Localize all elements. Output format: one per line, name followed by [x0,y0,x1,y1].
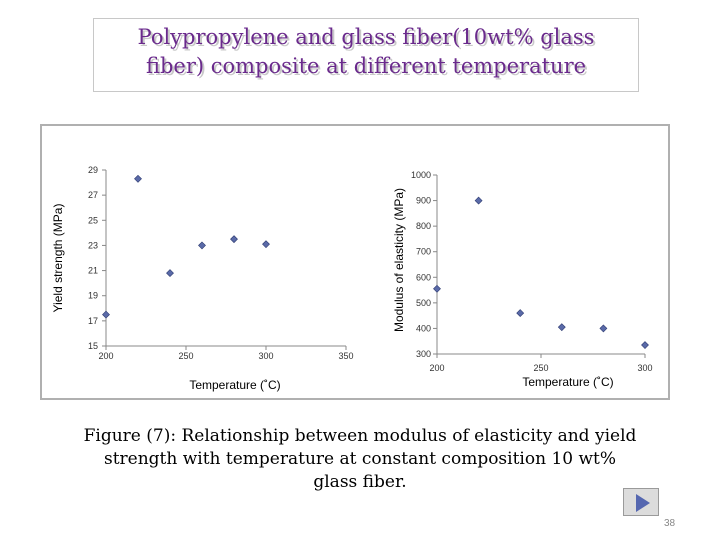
chart2-data-point [557,323,566,332]
chart2-data-point [474,196,483,205]
chart2-y-axis-label: Modulus of elasticity (MPa) [392,188,406,332]
chart1-x-tick-label: 250 [178,351,193,361]
figure-caption: Figure (7): Relationship between modulus… [83,426,637,492]
chart2-y-tick-label: 600 [416,272,431,282]
chart1-y-tick-label: 27 [88,190,98,200]
chart1-y-tick-label: 29 [88,165,98,175]
chart2-y-tick-label: 400 [416,323,431,333]
chart1-data-point [262,240,270,249]
chart2-x-tick-label: 200 [429,363,444,373]
title-shadow-line1: Polypropylene and glass fiber(10wt% glas… [139,27,597,51]
chart2-data-point [433,284,441,293]
title-shadow-line2: fiber) composite at different temperatur… [147,56,589,80]
chart1-data-point [230,235,238,244]
chart2-x-axis-label: Temperature (˚C) [522,375,613,389]
chart2-x-tick-label: 250 [533,363,548,373]
play-icon [636,494,650,512]
slide-title-line1: Polypropylene and glass fiber(10wt% glas… [137,25,595,49]
chart1-y-tick-label: 25 [88,215,98,225]
play-button[interactable] [623,488,659,516]
chart1-y-tick-label: 19 [88,291,98,301]
chart1-x-axis-label: Temperature (˚C) [189,378,280,392]
chart2-y-tick-label: 800 [416,221,431,231]
page-number: 38 [664,518,676,529]
title-box: Polypropylene and glass fiber(10wt% glas… [93,18,639,92]
chart2-x-tick-label: 300 [637,363,652,373]
chart2-y-tick-label: 1000 [411,170,431,180]
chart1-data-point [102,310,110,319]
chart2-y-tick-label: 500 [416,298,431,308]
chart1-data-point [134,174,142,183]
chart1-y-tick-label: 21 [88,266,98,276]
chart2-data-point [641,341,649,349]
chart2-data-point [599,324,608,333]
chart2-y-tick-label: 700 [416,247,431,257]
slide-title-line2: fiber) composite at different temperatur… [145,54,587,78]
chart1-data-point [198,241,206,250]
title-shadow: Polypropylene and glass fiber(10wt% glas… [96,25,640,83]
chart2-y-tick-label: 300 [416,349,431,359]
chart1-y-tick-label: 17 [88,316,98,326]
chart1-y-axis-label: Yield strength (MPa) [51,204,65,313]
slide-title: Polypropylene and glass fiber(10wt% glas… [94,23,638,81]
chart2-y-tick-label: 900 [416,196,431,206]
chart2-data-point [516,309,525,318]
chart1-y-tick-label: 23 [88,240,98,250]
chart1-x-tick-label: 300 [258,351,273,361]
chart1-data-point [166,269,174,278]
chart1-x-tick-label: 200 [98,351,113,361]
chart1-y-tick-label: 15 [88,341,98,351]
chart1-x-tick-label: 350 [338,351,353,361]
